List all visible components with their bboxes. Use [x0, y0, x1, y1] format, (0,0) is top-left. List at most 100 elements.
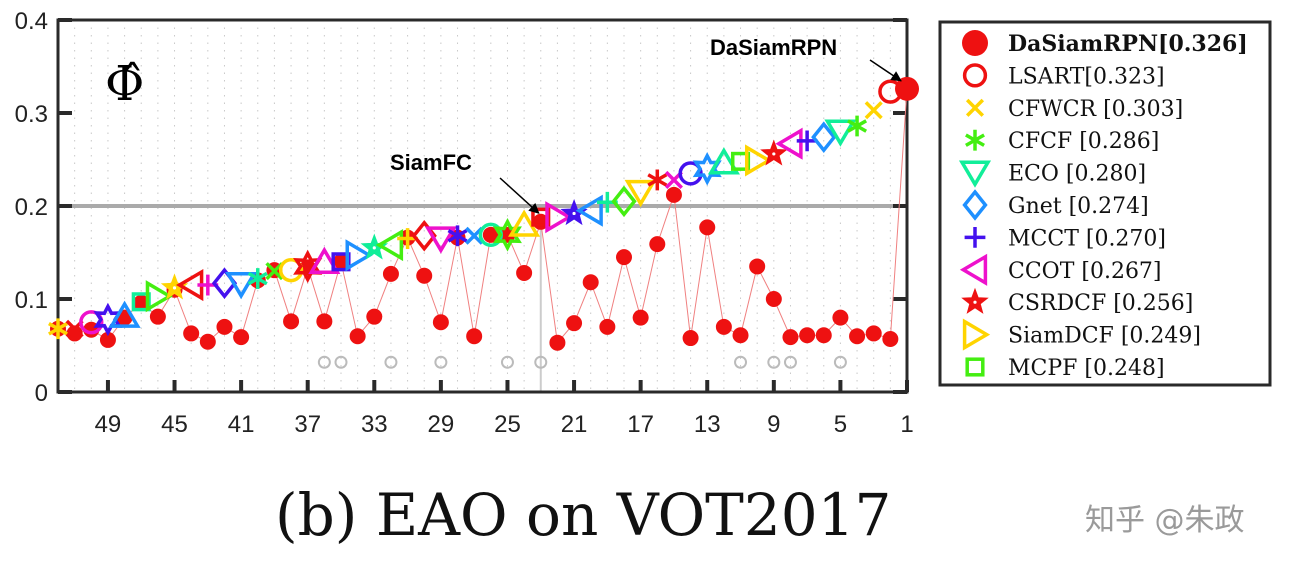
legend-item: CCOT [0.267] — [959, 253, 1162, 286]
circle-marker — [79, 310, 104, 335]
asterisk-marker — [965, 129, 985, 151]
gray-circle — [734, 355, 748, 369]
x-marker — [265, 262, 284, 281]
eao-marker — [707, 147, 740, 175]
red-dot — [133, 294, 150, 311]
star-center — [772, 152, 776, 156]
gray-circle — [434, 355, 448, 369]
triangle-right-marker — [345, 239, 373, 272]
red-dot — [216, 318, 233, 335]
triangle-left-marker — [959, 253, 988, 286]
eao-marker — [760, 139, 788, 166]
gray-circle — [500, 355, 514, 369]
legend-item: DaSiamRPN[0.326] — [962, 30, 1248, 57]
annotation-dasiamrpn: DaSiamRPN — [710, 35, 837, 60]
circle-marker — [962, 63, 988, 88]
triangle-down-marker — [958, 160, 992, 188]
triangle-right-marker — [962, 318, 991, 351]
x-tick-label: 21 — [561, 411, 588, 438]
legend-item: CSRDCF [0.256] — [961, 287, 1193, 316]
red-dot — [665, 186, 682, 203]
red-dot — [482, 226, 499, 243]
red-dot — [682, 330, 699, 347]
red-dot — [466, 328, 483, 345]
gray-circle — [783, 355, 797, 369]
eao-marker — [864, 101, 883, 120]
eao-marker — [811, 121, 837, 153]
triangle-down-marker — [424, 226, 457, 254]
circle-marker — [278, 258, 304, 283]
eao-marker — [847, 115, 868, 137]
eao-marker — [745, 144, 773, 177]
eao-marker — [611, 185, 637, 218]
eao-marker — [308, 246, 341, 274]
asterisk-marker — [48, 318, 68, 340]
legend-label: CFWCR [0.303] — [1008, 97, 1183, 122]
red-dot — [349, 328, 366, 345]
x-marker — [465, 226, 484, 245]
red-dot — [616, 249, 632, 266]
x-tick-label: 49 — [95, 411, 122, 438]
star-center — [973, 300, 977, 304]
eao-marker — [775, 127, 803, 160]
annotation-siamfc: SiamFC — [390, 150, 472, 175]
caption: (b) EAO on VOT2017 — [275, 481, 891, 549]
eao-marker — [796, 130, 818, 152]
eao-marker — [108, 300, 141, 328]
triangle-up-marker — [707, 147, 740, 175]
legend-item: CFCF [0.286] — [965, 129, 1159, 154]
eao-marker — [545, 201, 573, 234]
red-dot — [815, 327, 832, 344]
plus-marker — [796, 130, 818, 152]
diamond-marker — [962, 189, 988, 221]
legend-label: CSRDCF [0.256] — [1008, 291, 1193, 316]
gray-circle — [384, 355, 398, 369]
red-dot — [99, 331, 116, 348]
legend-label: MCPF [0.248] — [1008, 356, 1165, 381]
y-tick-label: 0.3 — [15, 101, 48, 128]
red-dot — [333, 253, 349, 270]
legend-label: SiamDCF [0.249] — [1008, 324, 1201, 349]
eao-marker-top — [895, 76, 919, 101]
eao-marker — [247, 268, 268, 289]
legend-box — [938, 20, 1272, 387]
red-dot — [832, 309, 849, 326]
red-dot — [66, 325, 83, 342]
asterisk-marker — [647, 169, 668, 191]
eao-marker — [48, 318, 68, 340]
eao-marker — [465, 226, 484, 245]
legend-item: ECO [0.280] — [958, 160, 1146, 188]
gray-circle — [767, 355, 781, 369]
triangle-left-marker — [375, 229, 404, 262]
axes: 0 0.1 0.2 0.3 0.4 49 45 41 37 33 29 25 21 17 13 9 5 1 — [15, 8, 914, 438]
red-dot — [799, 327, 816, 344]
red-dot — [499, 226, 516, 243]
phi-label: Φ̂ — [105, 56, 144, 112]
red-dot — [516, 264, 533, 281]
legend-item: MCPF [0.248] — [965, 356, 1165, 381]
x-tick-label: 25 — [494, 411, 521, 438]
red-dot — [382, 265, 399, 282]
triangle-right-marker — [545, 201, 573, 234]
eao-marker — [824, 119, 857, 147]
x-tick-label: 33 — [361, 411, 388, 438]
eao-marker — [575, 194, 603, 227]
triangle-down-marker — [225, 271, 258, 300]
eao-marker — [79, 310, 104, 335]
star-center — [572, 211, 576, 216]
x-tick-label: 17 — [627, 411, 654, 438]
eao-marker — [278, 258, 304, 283]
eao-marker — [345, 239, 373, 272]
triangle-up-marker — [108, 300, 141, 328]
watermark: 知乎 @朱政 — [1085, 503, 1245, 538]
arrow — [869, 59, 902, 82]
red-dot — [183, 325, 200, 342]
hexagram-marker — [492, 218, 522, 252]
x-tick-label: 13 — [694, 411, 721, 438]
x-tick-label: 29 — [428, 411, 455, 438]
eao-marker — [624, 179, 657, 208]
triangle-up-marker — [508, 209, 541, 237]
arrow — [499, 177, 540, 214]
legend-label: CCOT [0.267] — [1008, 259, 1162, 284]
triangle-right-marker — [745, 144, 773, 177]
